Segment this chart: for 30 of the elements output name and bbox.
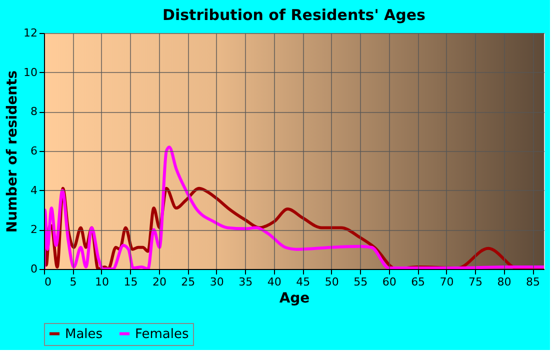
x-tick-label: 50 bbox=[324, 276, 339, 288]
y-axis-title: Number of residents bbox=[4, 70, 21, 233]
x-tick-label: 0 bbox=[44, 276, 52, 288]
x-tick-label: 40 bbox=[267, 276, 282, 288]
x-tick-label: 5 bbox=[70, 276, 77, 288]
x-tick-label: 60 bbox=[382, 276, 396, 288]
x-tick-label: 35 bbox=[238, 276, 253, 288]
x-tick-label: 55 bbox=[354, 276, 368, 288]
y-tick-label: 4 bbox=[30, 184, 38, 197]
x-tick-label: 45 bbox=[296, 276, 310, 288]
x-tick-label: 75 bbox=[468, 276, 483, 288]
x-tick-label: 80 bbox=[497, 276, 512, 288]
x-tick-label: 20 bbox=[152, 276, 166, 288]
y-tick-label: 0 bbox=[30, 262, 38, 276]
x-axis-title: Age bbox=[279, 290, 310, 306]
legend-label: Males bbox=[65, 326, 103, 342]
y-tick-label: 10 bbox=[24, 66, 38, 79]
x-tick-label: 10 bbox=[94, 276, 109, 288]
x-tick-label: 70 bbox=[440, 276, 454, 288]
x-tick-label: 25 bbox=[181, 276, 196, 288]
y-tick-label: 8 bbox=[30, 105, 38, 118]
chart-title: Distribution of Residents' Ages bbox=[162, 6, 426, 24]
x-tick-label: 30 bbox=[210, 276, 224, 288]
y-tick-label: 2 bbox=[30, 223, 38, 236]
x-tick-label: 15 bbox=[124, 276, 138, 288]
legend-label: Females bbox=[135, 326, 190, 342]
x-tick-label: 85 bbox=[526, 276, 540, 288]
x-tick-label: 65 bbox=[411, 276, 426, 288]
y-tick-label: 12 bbox=[24, 26, 38, 40]
y-tick-label: 6 bbox=[30, 144, 38, 158]
